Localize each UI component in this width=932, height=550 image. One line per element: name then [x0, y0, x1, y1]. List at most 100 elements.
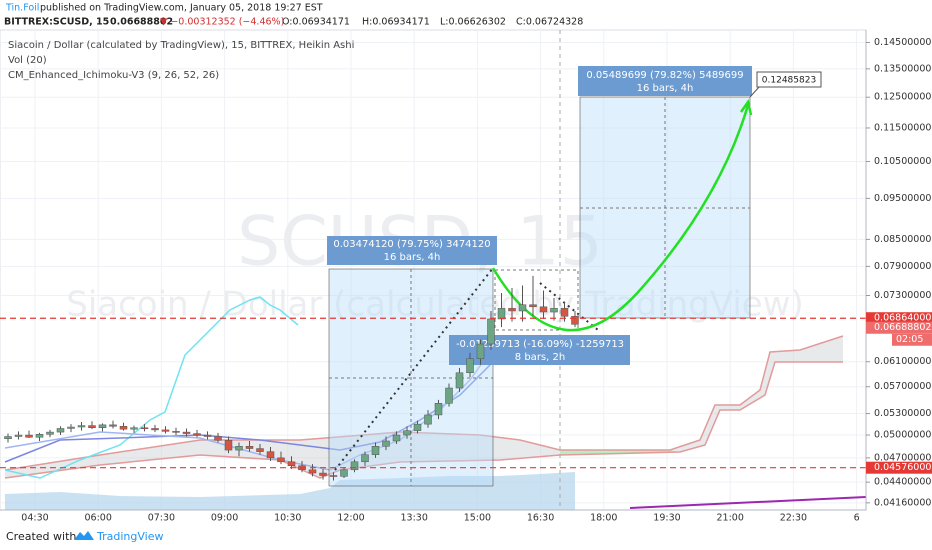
candle-body — [560, 308, 569, 317]
candle-body — [539, 306, 548, 313]
y-tick-label: 0.05700000 — [874, 381, 931, 392]
x-tick-label: 10:30 — [274, 513, 301, 524]
measure-label — [578, 66, 752, 96]
candle-body — [224, 439, 233, 451]
price-tag-label: 0.04576000 — [874, 462, 931, 473]
x-tick-label: 07:30 — [148, 513, 175, 524]
published: published on TradingView.com, January 05… — [40, 3, 323, 14]
candle-body — [140, 427, 149, 429]
target-text: 0.12485823 — [762, 76, 816, 86]
volume-area — [5, 472, 575, 510]
x-tick-label: 09:00 — [211, 513, 238, 524]
candle-body — [392, 434, 401, 442]
x-tick-label: 22:30 — [780, 513, 807, 524]
measure-text: 16 bars, 4h — [384, 252, 441, 263]
x-tick-label: 18:00 — [590, 513, 617, 524]
candle-body — [35, 434, 44, 438]
tenkan — [4, 344, 496, 471]
close: C:0.06724328 — [516, 17, 583, 28]
y-tick-label: 0.05000000 — [874, 430, 931, 441]
legend-ichimoku: CM_Enhanced_Ichimoku-V3 (9, 26, 52, 26) — [8, 70, 219, 81]
low: L:0.06626302 — [440, 17, 506, 28]
high: H:0.06934171 — [362, 17, 430, 28]
dotted-path — [334, 267, 599, 471]
candle-body — [308, 469, 317, 474]
candle-body — [182, 431, 191, 434]
candle-body — [329, 475, 338, 477]
candle-body — [487, 318, 495, 345]
x-tick-label: 6 — [854, 513, 860, 524]
candle-body — [203, 434, 212, 437]
candle-body — [518, 304, 527, 312]
measure-text: 0.03474120 (79.75%) 3474120 — [333, 239, 490, 250]
author[interactable]: Tin.Foil — [5, 3, 39, 14]
projection-arrow — [739, 98, 753, 116]
measure-text: 0.05489699 (79.82%) 5489699 — [586, 70, 743, 81]
x-tick-label: 12:00 — [337, 513, 364, 524]
y-tick-label: 0.13500000 — [874, 63, 931, 74]
candle-body — [109, 424, 117, 427]
change: ▼ −0.00312352 (−4.46%) — [160, 17, 284, 28]
candle-body — [98, 424, 107, 428]
volume — [5, 472, 575, 510]
x-tick-label: 06:00 — [85, 513, 112, 524]
candle-body — [350, 461, 359, 471]
candle-body — [497, 308, 506, 320]
span-b — [4, 361, 843, 479]
purple-line — [629, 496, 867, 509]
y-tick-label: 0.04700000 — [874, 452, 931, 463]
candle-body — [235, 446, 243, 451]
footer-brand[interactable]: TradingView — [96, 530, 163, 543]
y-tick-label: 0.04160000 — [874, 497, 931, 508]
x-tick-label: 21:00 — [717, 513, 744, 524]
target-tag — [756, 71, 822, 88]
candle-body — [403, 430, 411, 436]
measure-text: 8 bars, 2h — [515, 352, 565, 363]
symbol: BITTREX:SCUSD, 15 — [4, 17, 109, 28]
candle-body — [130, 427, 138, 430]
measure-label — [327, 236, 497, 265]
target-pointer — [749, 85, 761, 98]
candle-body — [214, 436, 222, 441]
candle-body — [46, 431, 54, 435]
candle-body — [361, 454, 369, 463]
x-tick-label: 16:30 — [527, 513, 554, 524]
candle-body — [476, 343, 485, 359]
candle-body — [245, 446, 254, 449]
candle-body — [508, 308, 516, 312]
y-tick-label: 0.04400000 — [874, 477, 931, 488]
candle-body — [77, 425, 86, 428]
candle-body — [277, 457, 285, 463]
candle-body — [67, 426, 75, 429]
candle-body — [382, 440, 390, 447]
price-tag — [866, 321, 932, 334]
span-a — [4, 335, 844, 471]
candle-body — [266, 451, 275, 459]
open: O:0.06934171 — [282, 17, 350, 28]
y-tick-label: 0.09500000 — [874, 193, 931, 204]
x-tick-label: 13:30 — [401, 513, 428, 524]
y-tick-label: 0.07900000 — [874, 261, 931, 272]
y-tick-label: 0.08500000 — [874, 234, 931, 245]
x-tick-label: 04:30 — [21, 513, 48, 524]
candle-body — [571, 316, 579, 325]
measure-text: -0.01259713 (-16.09%) -1259713 — [456, 339, 624, 350]
y-tick-label: 0.14500000 — [874, 37, 931, 48]
candle-body — [287, 461, 296, 467]
candle-body — [445, 387, 453, 404]
y-tick-label: 0.05300000 — [874, 408, 931, 419]
countdown: 02:05 — [896, 334, 923, 345]
candle-body — [151, 428, 159, 431]
candle-body — [56, 428, 65, 433]
candle-body — [14, 434, 23, 437]
candle-body — [434, 403, 443, 416]
y-tick-label: 0.06100000 — [874, 356, 931, 367]
legend-main: Siacoin / Dollar (calculated by TradingV… — [8, 40, 354, 51]
candle-body — [319, 472, 327, 476]
candle-body — [455, 372, 464, 389]
candle-body — [340, 469, 348, 477]
candles — [4, 275, 579, 481]
price-tag — [866, 312, 932, 325]
